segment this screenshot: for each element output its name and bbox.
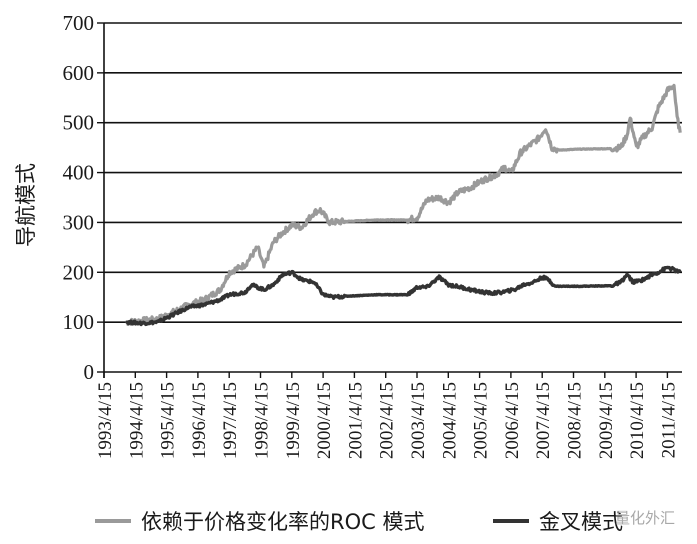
y-tick-label: 500: [63, 111, 95, 135]
x-tick-label: 1996/4/15: [189, 382, 210, 459]
x-tick-label: 2006/4/15: [502, 382, 523, 459]
line-chart: 0 100 200 300 400 500 600 700 1993/4/15 1994/4/1…: [14, 11, 682, 459]
data-series: [124, 83, 682, 327]
x-tick-label: 2005/4/15: [471, 382, 492, 459]
y-axis-title: 导航模式: [14, 163, 38, 247]
x-tick-label: 1994/4/15: [126, 382, 147, 459]
y-tick-label: 200: [63, 260, 95, 284]
x-tick-label: 2004/4/15: [439, 382, 460, 459]
y-tick-label: 700: [63, 11, 95, 35]
x-tick-label: 1997/4/15: [220, 382, 241, 459]
legend-label-roc: 依赖于价格变化率的ROC 模式: [141, 510, 425, 534]
legend-swatch-roc: [95, 519, 131, 523]
x-tick-label: 2001/4/15: [345, 382, 366, 459]
x-tick-label: 2008/4/15: [565, 382, 586, 459]
x-tick-label: 2007/4/15: [533, 382, 554, 459]
legend-label-golden-cross: 金叉模式: [539, 510, 623, 534]
x-axis: 1993/4/15 1994/4/15 1995/4/15 1996/4/15 1997…: [95, 372, 679, 459]
x-tick-label: 2000/4/15: [314, 382, 335, 459]
x-tick-label: 2011/4/15: [658, 382, 679, 458]
y-axis: 0 100 200 300 400 500 600 700: [63, 11, 105, 384]
series-roc-line: [125, 83, 682, 326]
legend-item-roc: 依赖于价格变化率的ROC 模式: [95, 505, 424, 537]
x-tick-label: 2003/4/15: [408, 382, 429, 459]
x-tick-label: 1993/4/15: [95, 382, 116, 459]
legend-item-golden-cross: 金叉模式: [493, 505, 623, 537]
watermark: 量化外汇: [615, 509, 676, 527]
y-tick-label: 300: [63, 210, 95, 234]
x-tick-label: 2002/4/15: [377, 382, 398, 459]
x-tick-label: 2009/4/15: [596, 382, 617, 459]
x-tick-label: 1995/4/15: [158, 382, 179, 459]
gridlines: [104, 22, 682, 373]
y-tick-label: 400: [63, 161, 95, 185]
legend: 依赖于价格变化率的ROC 模式 金叉模式: [95, 505, 695, 537]
x-tick-label: 1999/4/15: [283, 382, 304, 459]
y-tick-label: 600: [63, 61, 95, 85]
y-tick-label: 0: [84, 360, 95, 384]
x-tick-label: 2010/4/15: [627, 382, 648, 459]
x-tick-label: 1998/4/15: [252, 382, 273, 459]
series-golden-cross-line: [124, 265, 682, 327]
legend-swatch-golden-cross: [493, 519, 529, 523]
y-tick-label: 100: [63, 310, 95, 334]
